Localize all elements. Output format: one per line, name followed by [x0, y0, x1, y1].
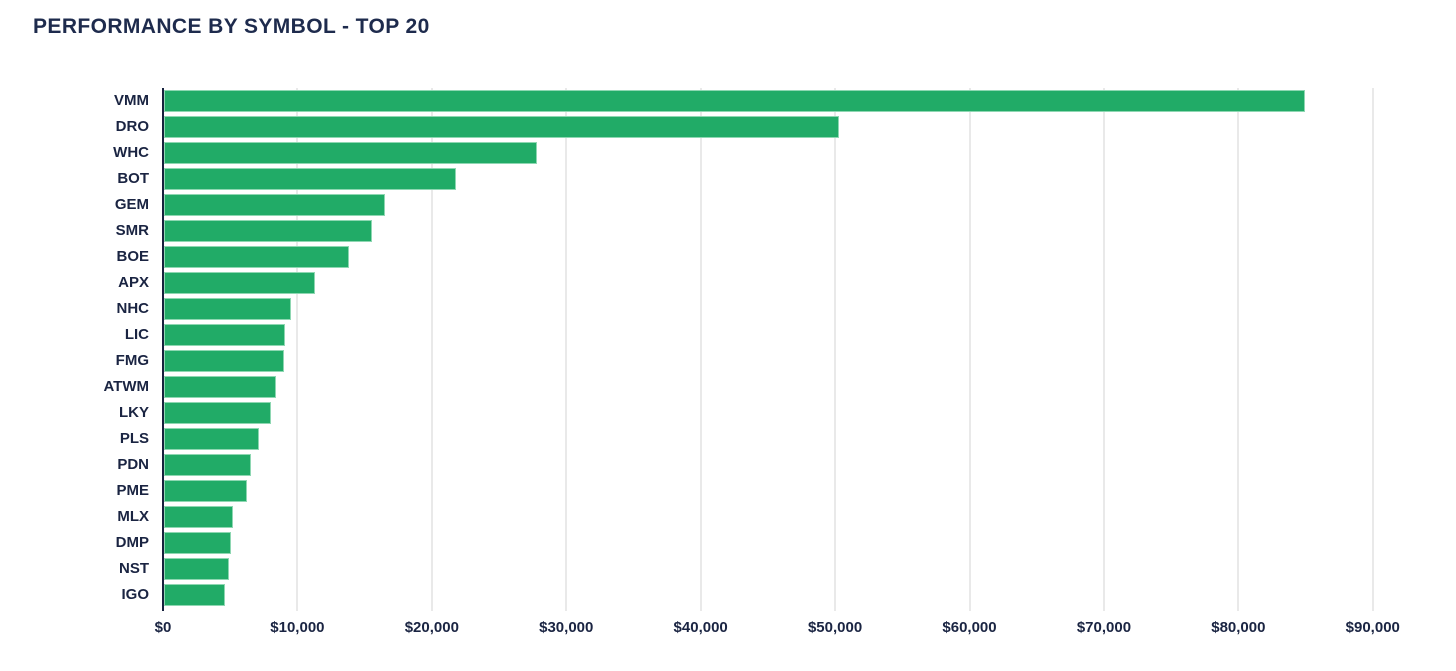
chart-title: PERFORMANCE BY SYMBOL - TOP 20 [33, 15, 430, 38]
bar-row: MLX [0, 504, 1456, 530]
y-axis-line [162, 88, 164, 611]
bar-row: BOE [0, 244, 1456, 270]
bar-row: WHC [0, 140, 1456, 166]
bar-row: PDN [0, 452, 1456, 478]
bar-nst[interactable] [164, 558, 230, 580]
y-axis-label-lky: LKY [119, 404, 149, 421]
bar-row: ATWM [0, 374, 1456, 400]
y-axis-label-dmp: DMP [115, 534, 149, 551]
y-axis-label-nhc: NHC [116, 300, 150, 317]
x-axis-tick-label: $80,000 [1211, 619, 1266, 636]
bar-row: IGO [0, 582, 1456, 608]
y-axis-label-dro: DRO [115, 118, 149, 135]
bar-vmm[interactable] [164, 90, 1305, 112]
gridline [699, 88, 702, 611]
x-axis-tick-label: $30,000 [539, 619, 594, 636]
y-axis-label-lic: LIC [124, 326, 149, 343]
y-axis-label-apx: APX [118, 274, 149, 291]
bar-row: LIC [0, 322, 1456, 348]
y-axis-label-pls: PLS [119, 430, 149, 447]
x-axis-tick-label: $0 [154, 619, 172, 636]
y-axis-label-boe: BOE [116, 248, 149, 265]
bar-row: NST [0, 556, 1456, 582]
bar-row: GEM [0, 192, 1456, 218]
x-axis-tick-label: $40,000 [673, 619, 728, 636]
gridline [1237, 88, 1240, 611]
x-axis-tick-label: $10,000 [270, 619, 325, 636]
gridline [296, 88, 299, 611]
y-axis-label-bot: BOT [117, 170, 149, 187]
x-axis-tick-label: $90,000 [1345, 619, 1400, 636]
bar-mlx[interactable] [164, 506, 234, 528]
y-axis-label-atwm: ATWM [103, 378, 149, 395]
y-axis-label-igo: IGO [121, 586, 149, 603]
x-axis-tick-label: $60,000 [942, 619, 997, 636]
y-axis-label-mlx: MLX [117, 508, 149, 525]
bar-row: NHC [0, 296, 1456, 322]
bar-smr[interactable] [164, 220, 373, 242]
bar-fmg[interactable] [164, 350, 285, 372]
bar-bot[interactable] [164, 168, 457, 190]
gridline [1371, 88, 1374, 611]
bar-nhc[interactable] [164, 298, 291, 320]
plot-area: VMM DRO WHC BOT GEM SMR BOE APX NHC LIC FMG ATWM LKY… [0, 88, 1456, 658]
x-axis-tick-label: $50,000 [807, 619, 863, 636]
bar-dmp[interactable] [164, 532, 232, 554]
bar-lic[interactable] [164, 324, 286, 346]
bar-atwm[interactable] [164, 376, 277, 398]
bar-row: APX [0, 270, 1456, 296]
y-axis-label-fmg: FMG [115, 352, 149, 369]
bar-row: BOT [0, 166, 1456, 192]
bar-lky[interactable] [164, 402, 271, 424]
bar-row: DRO [0, 114, 1456, 140]
y-axis-label-nst: NST [119, 560, 149, 577]
bar-row: SMR [0, 218, 1456, 244]
y-axis-label-whc: WHC [113, 144, 149, 161]
bar-row: LKY [0, 400, 1456, 426]
gridline [430, 88, 433, 611]
bar-whc[interactable] [164, 142, 537, 164]
bar-row: PME [0, 478, 1456, 504]
gridline [834, 88, 837, 611]
y-axis-label-pme: PME [116, 482, 149, 499]
gridline [968, 88, 971, 611]
x-axis-tick-label: $20,000 [404, 619, 459, 636]
x-axis-tick-label: $70,000 [1076, 619, 1132, 636]
bar-dro[interactable] [164, 116, 840, 138]
bar-row: VMM [0, 88, 1456, 114]
bar-gem[interactable] [164, 194, 386, 216]
gridline [1102, 88, 1105, 611]
bar-row: FMG [0, 348, 1456, 374]
y-axis-label-smr: SMR [115, 222, 149, 239]
bar-row: DMP [0, 530, 1456, 556]
bar-boe[interactable] [164, 246, 350, 268]
bar-row: PLS [0, 426, 1456, 452]
y-axis-label-gem: GEM [114, 196, 149, 213]
bar-pdn[interactable] [164, 454, 251, 476]
y-axis-label-vmm: VMM [114, 92, 149, 109]
gridline [565, 88, 568, 611]
y-axis-label-pdn: PDN [117, 456, 149, 473]
bar-igo[interactable] [164, 584, 225, 606]
bar-apx[interactable] [164, 272, 316, 294]
bar-pls[interactable] [164, 428, 259, 450]
bar-pme[interactable] [164, 480, 247, 502]
